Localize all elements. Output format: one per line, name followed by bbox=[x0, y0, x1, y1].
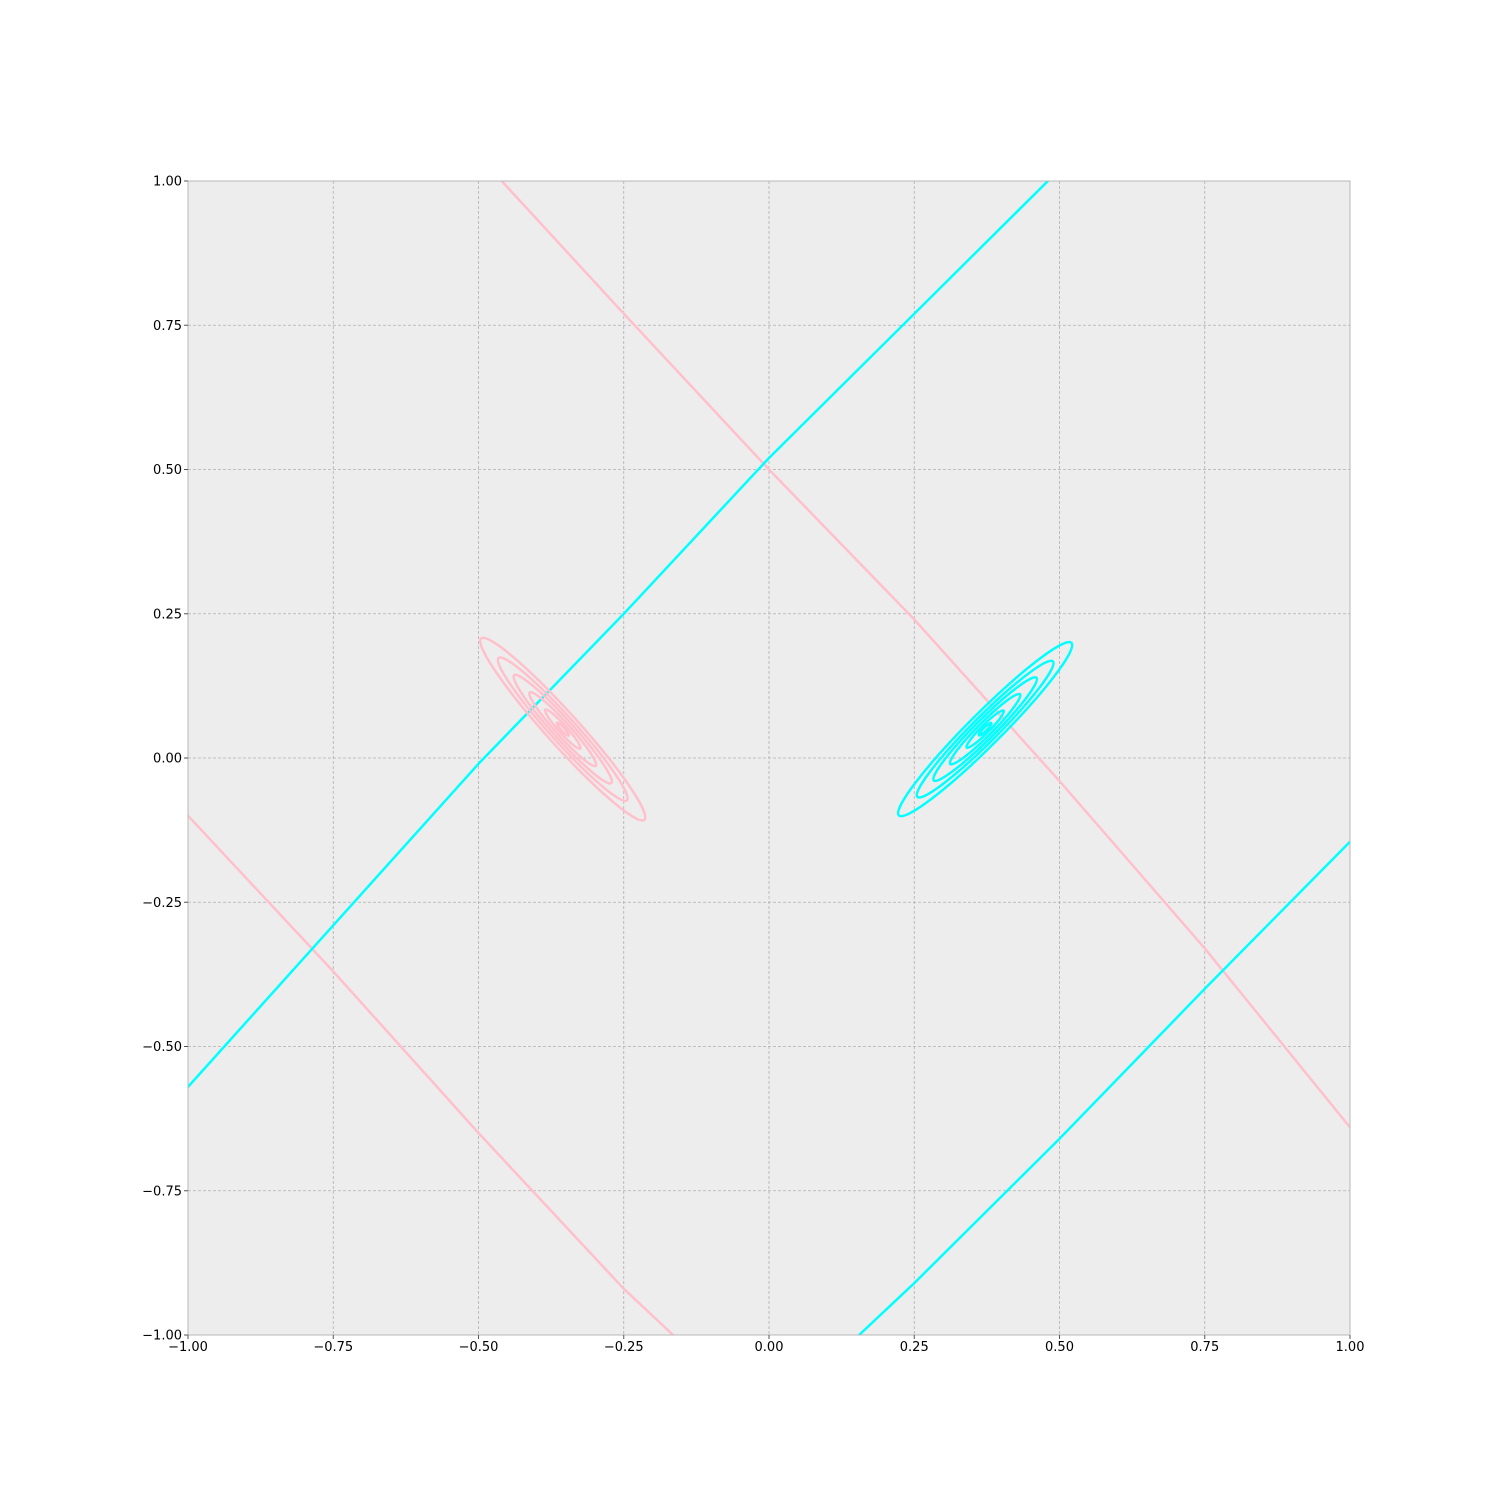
cyan-contour-ring bbox=[896, 640, 1074, 818]
y-tick-label: −0.75 bbox=[142, 1184, 182, 1199]
cyan-contour-ring bbox=[965, 709, 1006, 750]
x-tick-label: 0.25 bbox=[900, 1340, 929, 1355]
y-tick-label: 0.50 bbox=[153, 463, 182, 478]
pink-contour-line bbox=[188, 814, 675, 1335]
y-tick-label: −0.25 bbox=[142, 896, 182, 911]
y-tick-label: 0.00 bbox=[153, 752, 182, 767]
pink-contour-ring bbox=[543, 708, 582, 751]
cyan-contour-line bbox=[188, 181, 1050, 1089]
contour-series bbox=[188, 181, 1350, 1335]
pink-contour-ring bbox=[555, 721, 570, 737]
x-tick-label: 0.00 bbox=[755, 1340, 784, 1355]
cyan-contour-ring bbox=[915, 659, 1055, 799]
cyan-contour-ring bbox=[977, 721, 993, 737]
x-tick-label: −0.25 bbox=[604, 1340, 644, 1355]
pink-contour-ring bbox=[528, 690, 598, 768]
cyan-contour-ring bbox=[932, 676, 1039, 783]
x-tick-label: 0.75 bbox=[1190, 1340, 1219, 1355]
pink-contour-ring bbox=[478, 636, 647, 822]
y-tick-label: 0.25 bbox=[153, 607, 182, 622]
cyan-contour-line bbox=[857, 840, 1350, 1335]
x-tick-label: 1.00 bbox=[1336, 1340, 1365, 1355]
x-tick-label: −1.00 bbox=[168, 1340, 208, 1355]
pink-contour-ring bbox=[496, 656, 629, 803]
axis-ticks: −1.00 −0.75 −0.50 −0.25 0.00 0.25 0.50 0.75 1.00… bbox=[142, 175, 1364, 1356]
pink-contour-line bbox=[500, 181, 1350, 1129]
pink-contour-ring bbox=[512, 673, 614, 785]
y-tick-label: −0.50 bbox=[142, 1040, 182, 1055]
y-tick-label: 0.75 bbox=[153, 319, 182, 334]
x-tick-label: −0.75 bbox=[313, 1340, 353, 1355]
y-tick-label: −1.00 bbox=[142, 1329, 182, 1344]
x-tick-label: 0.50 bbox=[1045, 1340, 1074, 1355]
cyan-contour-ring bbox=[948, 692, 1022, 766]
y-tick-label: 1.00 bbox=[153, 175, 182, 190]
x-tick-label: −0.50 bbox=[459, 1340, 499, 1355]
